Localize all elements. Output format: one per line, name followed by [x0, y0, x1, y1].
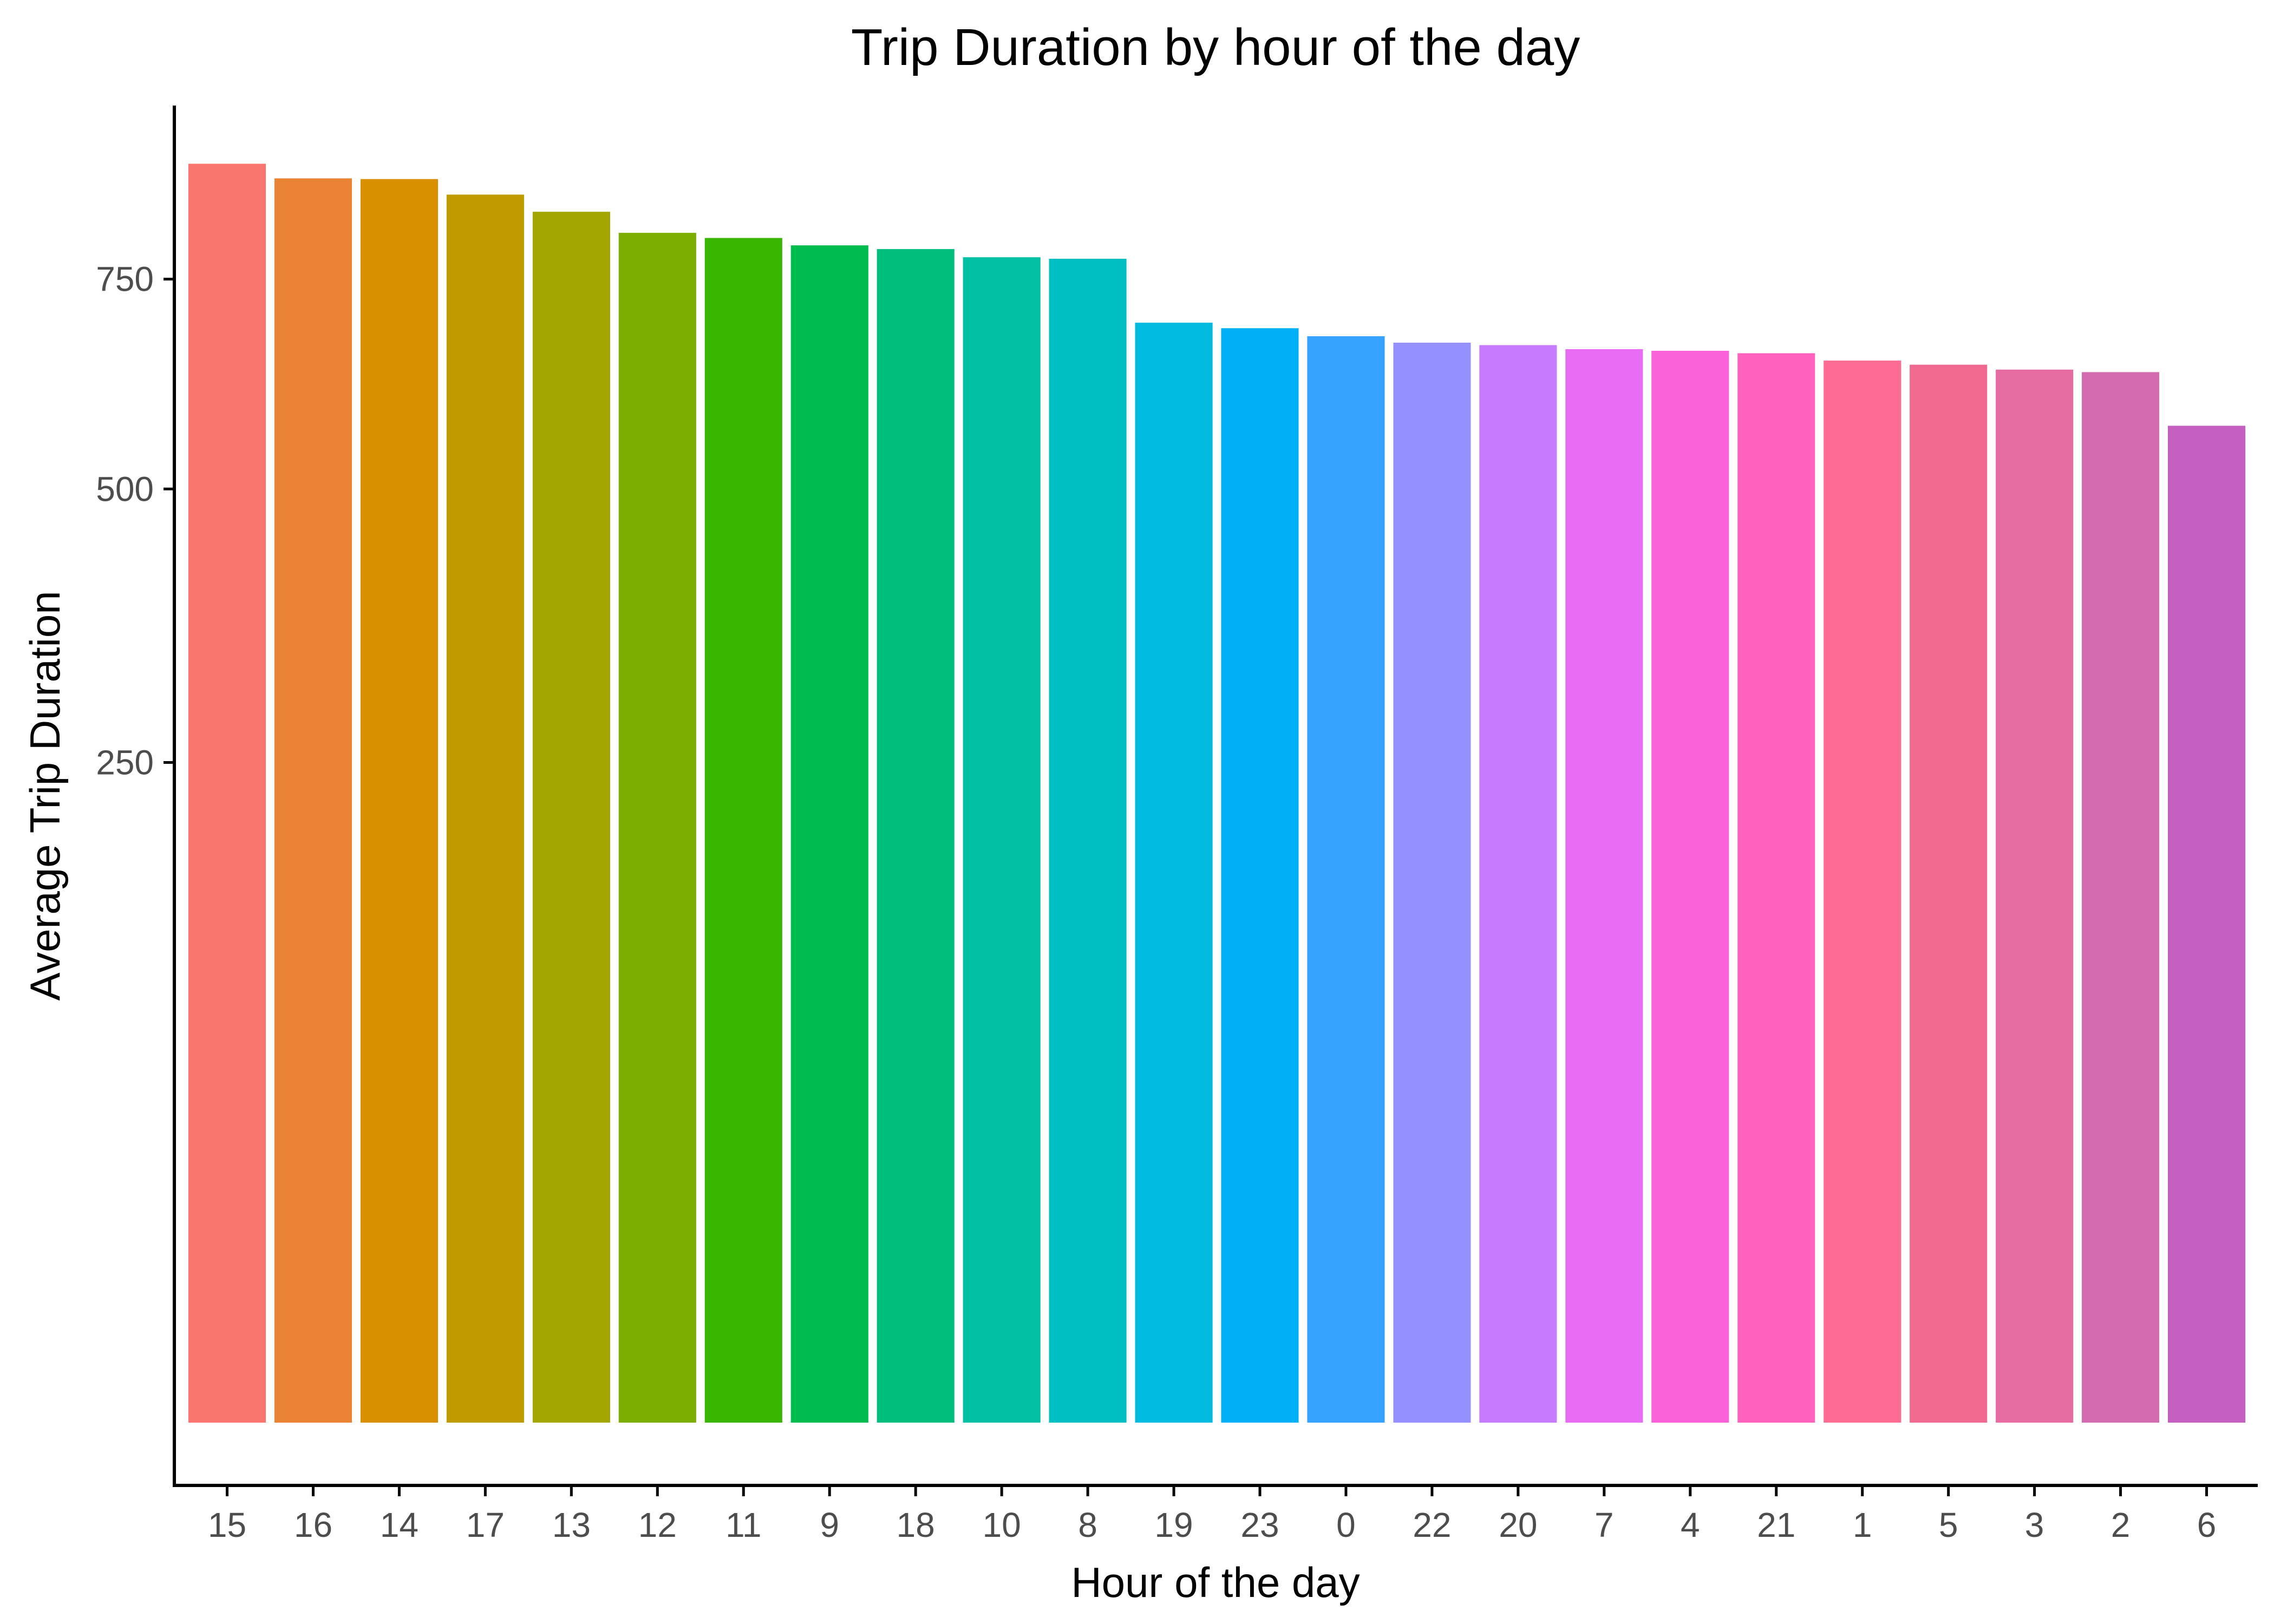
bar-hour-19 — [1135, 323, 1213, 1423]
bar-hour-4 — [1651, 351, 1729, 1423]
x-tick-label: 20 — [1499, 1505, 1537, 1544]
x-tick-label: 2 — [2111, 1505, 2131, 1544]
x-tick-label: 3 — [2025, 1505, 2044, 1544]
bar-hour-13 — [532, 212, 610, 1423]
bar-hour-0 — [1307, 336, 1385, 1423]
x-tick-label: 14 — [380, 1505, 419, 1544]
x-tick-label: 0 — [1336, 1505, 1356, 1544]
bar-hour-1 — [1824, 361, 1901, 1423]
y-tick-label: 750 — [96, 260, 154, 299]
bar-hour-5 — [1910, 364, 1988, 1423]
x-tick-label: 1 — [1853, 1505, 1872, 1544]
bar-hour-11 — [704, 238, 782, 1423]
y-tick-label: 500 — [96, 469, 154, 508]
bar-hour-21 — [1737, 353, 1815, 1423]
x-tick-label: 23 — [1240, 1505, 1279, 1544]
y-tick-label: 250 — [96, 743, 154, 782]
x-tick-label: 18 — [897, 1505, 935, 1544]
x-axis-title: Hour of the day — [1071, 1558, 1360, 1606]
bar-hour-23 — [1221, 328, 1299, 1423]
x-tick-label: 21 — [1757, 1505, 1795, 1544]
bar-hour-18 — [877, 249, 955, 1423]
bar-hour-12 — [618, 233, 696, 1423]
x-tick-label: 12 — [638, 1505, 677, 1544]
bar-hour-10 — [963, 257, 1041, 1423]
x-axis-ticks: 15 16 14 17 13 12 11 9 18 10 8 19 23 0 22 20 7 4 21 1 5 3 2 6 — [208, 1485, 2216, 1544]
bars-group — [188, 163, 2246, 1423]
y-axis-ticks: 250 500 750 — [96, 260, 174, 782]
x-tick-label: 4 — [1681, 1505, 1700, 1544]
bar-hour-9 — [790, 245, 868, 1423]
x-tick-label: 11 — [726, 1505, 761, 1544]
bar-hour-22 — [1393, 343, 1471, 1423]
x-tick-label: 8 — [1078, 1505, 1097, 1544]
x-tick-label: 13 — [552, 1505, 591, 1544]
y-axis-title: Average Trip Duration — [21, 591, 69, 1000]
chart-title: Trip Duration by hour of the day — [851, 18, 1580, 76]
bar-hour-3 — [1996, 369, 2074, 1423]
x-tick-label: 6 — [2197, 1505, 2217, 1544]
bar-hour-7 — [1565, 349, 1643, 1423]
x-tick-label: 22 — [1413, 1505, 1451, 1544]
x-tick-label: 9 — [820, 1505, 839, 1544]
x-tick-label: 7 — [1595, 1505, 1614, 1544]
x-tick-label: 15 — [208, 1505, 246, 1544]
x-tick-label: 5 — [1939, 1505, 1958, 1544]
bar-hour-17 — [446, 194, 524, 1423]
x-tick-label: 16 — [294, 1505, 332, 1544]
bar-hour-8 — [1049, 259, 1127, 1423]
bar-hour-2 — [2082, 372, 2160, 1423]
bar-hour-16 — [274, 178, 352, 1423]
bar-hour-20 — [1479, 345, 1557, 1423]
x-tick-label: 10 — [983, 1505, 1021, 1544]
bar-hour-15 — [188, 163, 266, 1423]
x-tick-label: 19 — [1154, 1505, 1193, 1544]
bar-hour-6 — [2168, 425, 2246, 1423]
bar-hour-14 — [360, 179, 438, 1423]
x-tick-label: 17 — [466, 1505, 505, 1544]
